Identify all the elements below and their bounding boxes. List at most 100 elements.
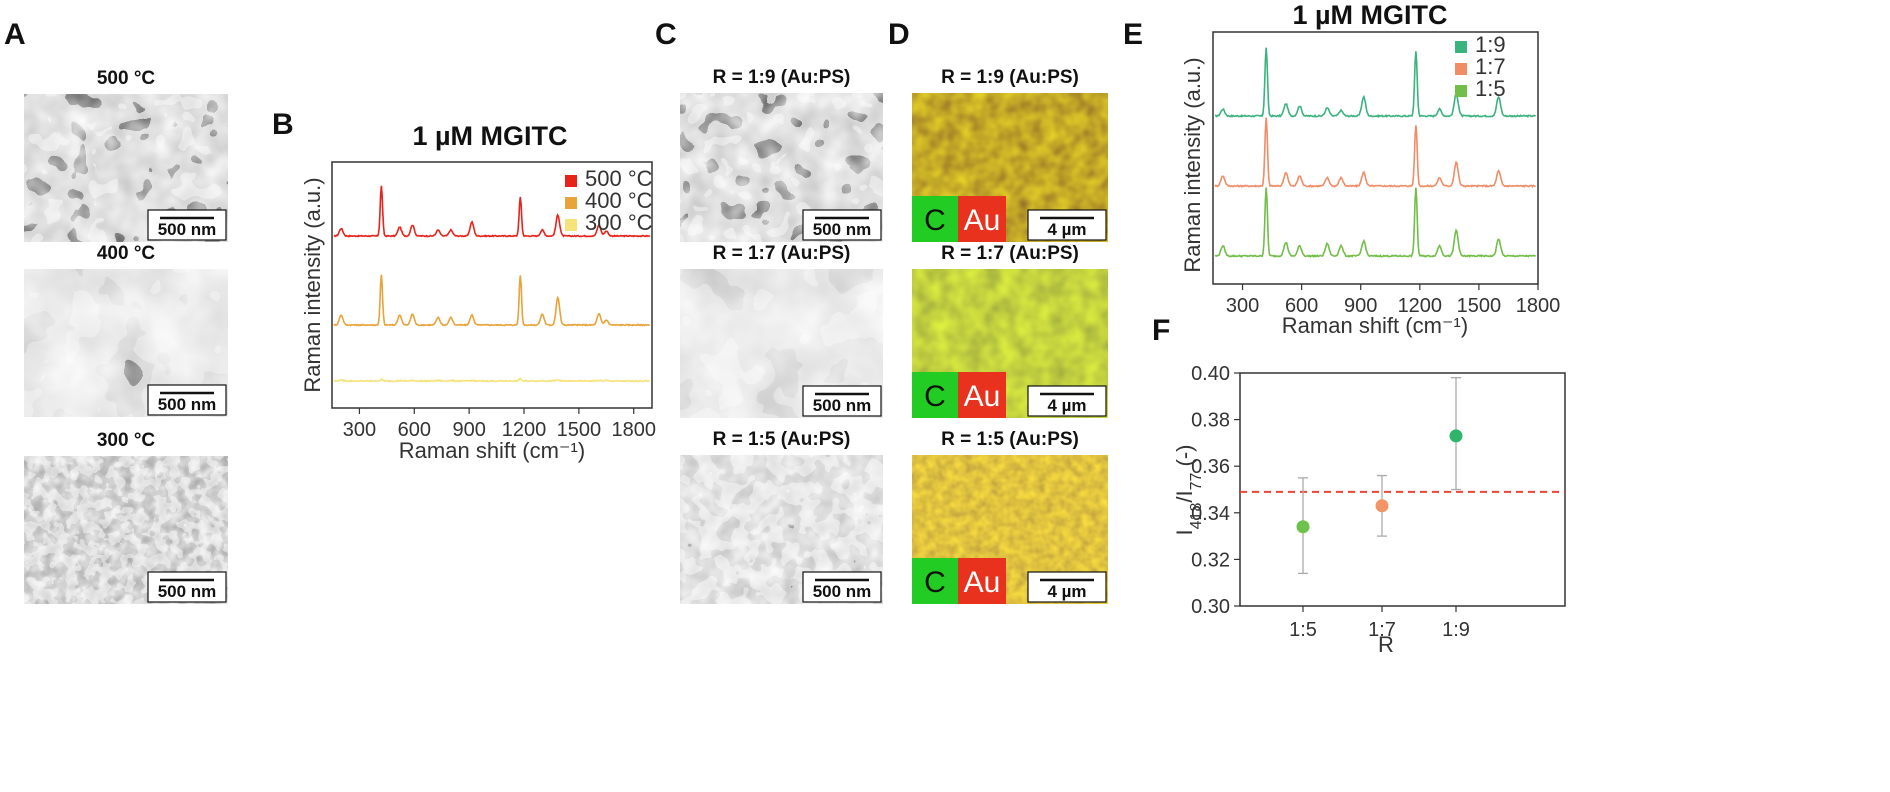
legend-swatch <box>565 175 577 187</box>
a-2-scalebar-box <box>147 384 227 416</box>
c-3-scalebar-label: 500 nm <box>813 582 872 601</box>
xtick-label: 1:5 <box>1289 619 1317 641</box>
chart-e-legend: 1:91:71:5 <box>1455 32 1506 101</box>
xtick-label: 600 <box>398 419 431 441</box>
a-3-scalebar-label: 500 nm <box>158 582 217 601</box>
ytick-label: 0.32 <box>1191 549 1230 571</box>
legend-swatch <box>1455 63 1467 75</box>
a-2-scalebar-label: 500 nm <box>158 395 217 414</box>
series-line-3 <box>333 377 651 383</box>
d-3-c-box <box>912 558 958 604</box>
d-2-scalebar-label: 4 µm <box>1047 396 1086 415</box>
panel-label-d: D <box>888 18 910 51</box>
ytick-label: 0.38 <box>1191 410 1230 432</box>
a-1-title: 500 °C <box>97 68 156 89</box>
chart-e-xlabel: Raman shift (cm⁻¹) <box>1282 313 1468 338</box>
a-2-title: 400 °C <box>97 243 156 264</box>
d-2-au-box <box>958 372 1006 418</box>
panel-c-micrographs: R = 1:9 (Au:PS) 500 nm R = 1:7 (Au:PS) 500 … <box>680 67 883 604</box>
c-1-scalebar-box <box>802 209 882 241</box>
ytick-label: 0.36 <box>1191 456 1230 478</box>
ytick-label: 0.30 <box>1191 596 1230 618</box>
a-3-title: 300 °C <box>97 430 156 451</box>
xtick-label: 600 <box>1285 295 1318 317</box>
xtick-label: 1200 <box>1398 295 1443 317</box>
chart-f: 0.300.320.340.360.380.401:5 1:7 1:9 R I418… <box>1172 363 1566 657</box>
panel-label-b: B <box>272 108 294 141</box>
legend-label: 1:9 <box>1475 32 1506 57</box>
chart-f-points <box>1240 377 1565 575</box>
d-3-au-label: Au <box>964 566 1001 599</box>
data-point-1-5 <box>1296 520 1310 534</box>
chart-e-title: 1 µM MGITC <box>1292 0 1447 30</box>
legend-swatch <box>565 219 577 231</box>
legend-swatch <box>1455 41 1467 53</box>
d-1-scalebar-box <box>1027 209 1107 241</box>
xtick-label: 900 <box>452 419 485 441</box>
legend-swatch <box>565 197 577 209</box>
chart-e-series <box>1214 47 1537 259</box>
a-3-scalebar-box <box>147 571 227 603</box>
xtick-label: 300 <box>343 419 376 441</box>
chart-e: 1 µM MGITC 300 600 900 1200 1500 1800 1:91:71… <box>1180 0 1560 338</box>
chart-f-xlabel: R <box>1378 632 1394 657</box>
chart-b-frame <box>331 161 653 409</box>
panel-label-a: A <box>4 18 26 51</box>
a-1-scalebar-box <box>147 209 227 241</box>
panel-label-e: E <box>1123 18 1143 51</box>
c-2-scalebar-label: 500 nm <box>813 396 872 415</box>
data-point-1-9 <box>1449 429 1463 443</box>
c-3-title: R = 1:5 (Au:PS) <box>713 429 851 450</box>
legend-label: 500 °C <box>585 166 653 191</box>
d-3-scalebar-label: 4 µm <box>1047 582 1086 601</box>
xtick-label: 1500 <box>557 419 602 441</box>
d-1-au-box <box>958 196 1006 242</box>
ytick-label: 0.34 <box>1191 503 1230 525</box>
xtick-label: 1800 <box>611 419 656 441</box>
xtick-label: 900 <box>1344 295 1377 317</box>
d-2-c-box <box>912 372 958 418</box>
series-line-3 <box>1214 187 1537 259</box>
chart-e-frame <box>1212 31 1539 285</box>
xtick-label: 1800 <box>1516 295 1561 317</box>
ytick-label: 0.40 <box>1191 363 1230 385</box>
chart-f-frame <box>1239 372 1566 607</box>
d-1-au-label: Au <box>964 204 1001 237</box>
legend-label: 1:5 <box>1475 76 1506 101</box>
xtick-label: 300 <box>1226 295 1259 317</box>
chart-b-series <box>333 185 651 383</box>
xtick-label: 1500 <box>1457 295 1502 317</box>
c-1-scalebar-label: 500 nm <box>813 220 872 239</box>
chart-b: 1 µM MGITC 300 600 900 1200 1500 1800 500 °C4… <box>300 121 656 463</box>
legend-label: 400 °C <box>585 188 653 213</box>
d-3-au-box <box>958 558 1006 604</box>
d-2-c-label: C <box>924 380 946 413</box>
chart-b-title: 1 µM MGITC <box>412 121 567 151</box>
c-3-scalebar-box <box>802 571 882 603</box>
data-point-1-7 <box>1375 499 1389 513</box>
chart-b-ylabel: Raman intensity (a.u.) <box>300 177 325 392</box>
d-3-scalebar-box <box>1027 571 1107 603</box>
chart-f-ticks: 0.30 0.32 0.34 0.36 0.38 0.40 1:5 1:7 1:9 <box>1191 363 1470 641</box>
c-1-title: R = 1:9 (Au:PS) <box>713 67 851 88</box>
xtick-label: 1200 <box>502 419 547 441</box>
a-1-scalebar-label: 500 nm <box>158 220 217 239</box>
d-2-au-label: Au <box>964 380 1001 413</box>
series-line-1 <box>333 185 651 238</box>
xtick-label: 1:9 <box>1442 619 1470 641</box>
panel-label-c: C <box>655 18 677 51</box>
d-1-c-label: C <box>924 204 946 237</box>
legend-label: 300 °C <box>585 210 653 235</box>
series-line-2 <box>1214 117 1536 189</box>
panel-d-eds-maps: R = 1:9 (Au:PS) C Au 4 µm R = 1:7 (Au:PS) C Au… <box>912 67 1108 604</box>
xtick-label: 1:7 <box>1368 619 1396 641</box>
d-3-title: R = 1:5 (Au:PS) <box>941 429 1079 450</box>
legend-swatch <box>1455 85 1467 97</box>
chart-b-ticks: 300 600 900 1200 1500 1800 <box>343 408 656 441</box>
d-1-title: R = 1:9 (Au:PS) <box>941 67 1079 88</box>
series-line-2 <box>333 274 651 327</box>
d-3-c-label: C <box>924 566 946 599</box>
